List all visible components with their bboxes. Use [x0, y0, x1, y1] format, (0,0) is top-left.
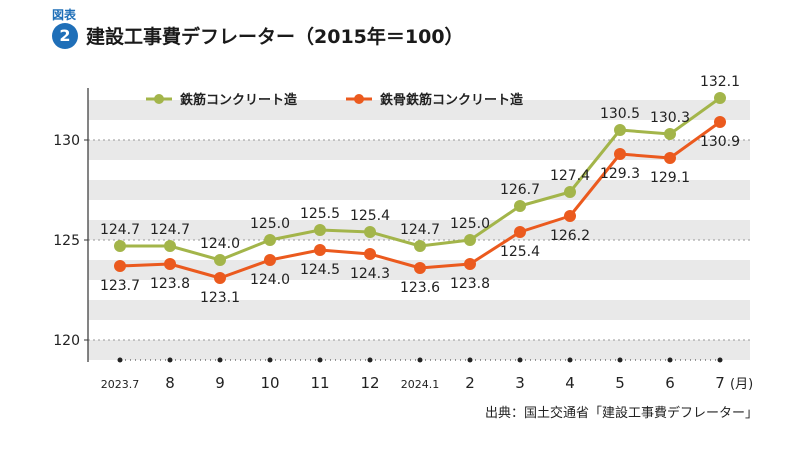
- data-label: 123.8: [150, 276, 190, 292]
- series-2-point: [714, 116, 726, 128]
- y-tick-label: 120: [53, 333, 80, 349]
- x-tick-dot: [317, 357, 323, 363]
- data-label: 123.1: [200, 290, 240, 306]
- x-tick-dot: [417, 357, 423, 363]
- data-label: 124.3: [350, 266, 390, 282]
- x-tick-dot: [267, 357, 273, 363]
- series-1-point: [264, 234, 276, 246]
- x-tick-label: 6: [665, 374, 675, 392]
- x-tick-label: 11: [310, 374, 329, 392]
- figure-label: 図表: [52, 8, 77, 22]
- y-tick-label: 125: [53, 233, 80, 249]
- x-tick-dot: [667, 357, 673, 363]
- data-label: 130.9: [700, 134, 740, 150]
- x-tick-dot: [367, 357, 373, 363]
- series-1-point: [514, 200, 526, 212]
- figure-number-badge: 2: [52, 22, 78, 49]
- x-tick-dot: [617, 357, 623, 363]
- data-label: 124.7: [100, 222, 140, 238]
- series-2-point: [564, 210, 576, 222]
- grid-band: [88, 220, 750, 240]
- x-tick-dot: [717, 357, 723, 363]
- data-label: 124.0: [200, 236, 240, 252]
- data-label: 124.0: [250, 272, 290, 288]
- grid-band: [88, 340, 750, 360]
- x-tick-label: 2023.7: [101, 378, 140, 391]
- series-2-point: [114, 260, 126, 272]
- legend-swatch-marker: [154, 94, 164, 104]
- series-2-point: [264, 254, 276, 266]
- x-tick-dot: [217, 357, 223, 363]
- data-label: 127.4: [550, 168, 590, 184]
- source-note: 出典：国土交通省「建設工事費デフレーター」: [484, 406, 758, 421]
- data-label: 125.0: [450, 216, 490, 232]
- data-label: 125.5: [300, 206, 340, 222]
- data-label: 124.7: [150, 222, 190, 238]
- data-label: 126.2: [550, 228, 590, 244]
- x-tick-label: 3: [515, 374, 525, 392]
- series-2-point: [614, 148, 626, 160]
- x-tick-dot: [567, 357, 573, 363]
- legend-entry: 鉄骨鉄筋コンクリート造: [380, 92, 524, 108]
- x-tick-dot: [117, 357, 123, 363]
- data-label: 124.5: [300, 262, 340, 278]
- series-1-point: [114, 240, 126, 252]
- x-tick-dot: [467, 357, 473, 363]
- series-2-point: [214, 272, 226, 284]
- x-tick-label: 9: [215, 374, 225, 392]
- series-1-point: [614, 124, 626, 136]
- x-tick-dot: [167, 357, 173, 363]
- data-label: 132.1: [700, 74, 740, 90]
- series-1-point: [464, 234, 476, 246]
- x-tick-label: 2024.1: [401, 378, 440, 391]
- x-tick-label: 12: [360, 374, 379, 392]
- series-1-point: [364, 226, 376, 238]
- x-tick-label: 8: [165, 374, 175, 392]
- data-label: 123.6: [400, 280, 440, 296]
- series-2-point: [664, 152, 676, 164]
- data-label: 129.1: [650, 170, 690, 186]
- series-1-point: [414, 240, 426, 252]
- data-label: 130.3: [650, 110, 690, 126]
- data-label: 126.7: [500, 182, 540, 198]
- legend-entry: 鉄筋コンクリート造: [180, 92, 298, 108]
- series-1-point: [664, 128, 676, 140]
- data-label: 125.4: [500, 244, 540, 260]
- x-tick-label: 7: [715, 374, 725, 392]
- series-2-point: [364, 248, 376, 260]
- series-2-point: [464, 258, 476, 270]
- data-label: 130.5: [600, 106, 640, 122]
- data-label: 125.0: [250, 216, 290, 232]
- series-1-point: [564, 186, 576, 198]
- series-1-point: [164, 240, 176, 252]
- data-label: 124.7: [400, 222, 440, 238]
- x-tick-label: 2: [465, 374, 475, 392]
- x-unit-label: (月): [730, 377, 753, 392]
- data-label: 129.3: [600, 166, 640, 182]
- chart-title: 建設工事費デフレーター（2015年＝100）: [86, 26, 464, 48]
- y-tick-label: 130: [53, 133, 80, 149]
- series-1-point: [714, 92, 726, 104]
- title-row: 2 建設工事費デフレーター（2015年＝100）: [52, 22, 464, 49]
- data-label: 123.7: [100, 278, 140, 294]
- series-2-point: [514, 226, 526, 238]
- grid-band: [88, 300, 750, 320]
- grid-band: [88, 140, 750, 160]
- series-2-point: [314, 244, 326, 256]
- series-1-point: [314, 224, 326, 236]
- legend-swatch-marker: [354, 94, 364, 104]
- grid-band: [88, 100, 750, 120]
- series-2-point: [164, 258, 176, 270]
- series-1-point: [214, 254, 226, 266]
- x-tick-dot: [517, 357, 523, 363]
- data-label: 123.8: [450, 276, 490, 292]
- grid-band: [88, 180, 750, 200]
- x-tick-label: 10: [260, 374, 279, 392]
- x-tick-label: 5: [615, 374, 625, 392]
- x-tick-label: 4: [565, 374, 575, 392]
- series-2-point: [414, 262, 426, 274]
- data-label: 125.4: [350, 208, 390, 224]
